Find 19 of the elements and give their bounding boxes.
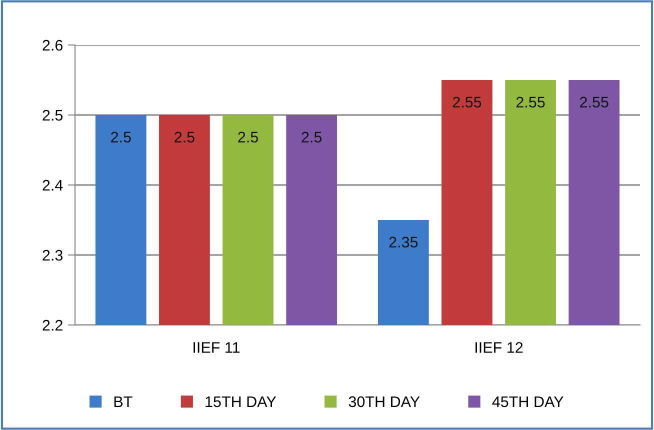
- legend-label: 15TH DAY: [206, 396, 276, 408]
- x-tick-label: IIEF 11: [194, 342, 240, 353]
- data-label: 2.55: [516, 96, 545, 108]
- data-label: 2.5: [174, 132, 194, 143]
- x-tick-label: IIEF 12: [476, 342, 523, 353]
- y-tick-label: 2.2: [42, 320, 62, 331]
- data-label: 2.35: [389, 236, 418, 248]
- data-label: 2.5: [302, 132, 322, 143]
- y-tick-label: 2.4: [42, 180, 63, 191]
- legend-label: 45TH DAY: [492, 396, 564, 408]
- y-tick-label: 2.6: [42, 40, 63, 51]
- data-label: 2.55: [452, 96, 482, 108]
- y-tick-label: 2.5: [42, 110, 63, 121]
- legend-label: BT: [114, 396, 132, 407]
- data-label: 2.5: [238, 132, 258, 143]
- legend-label: 30TH DAY: [348, 396, 420, 408]
- data-label: 2.55: [580, 96, 608, 108]
- data-label: 2.5: [111, 132, 131, 143]
- y-tick-label: 2.3: [42, 250, 63, 261]
